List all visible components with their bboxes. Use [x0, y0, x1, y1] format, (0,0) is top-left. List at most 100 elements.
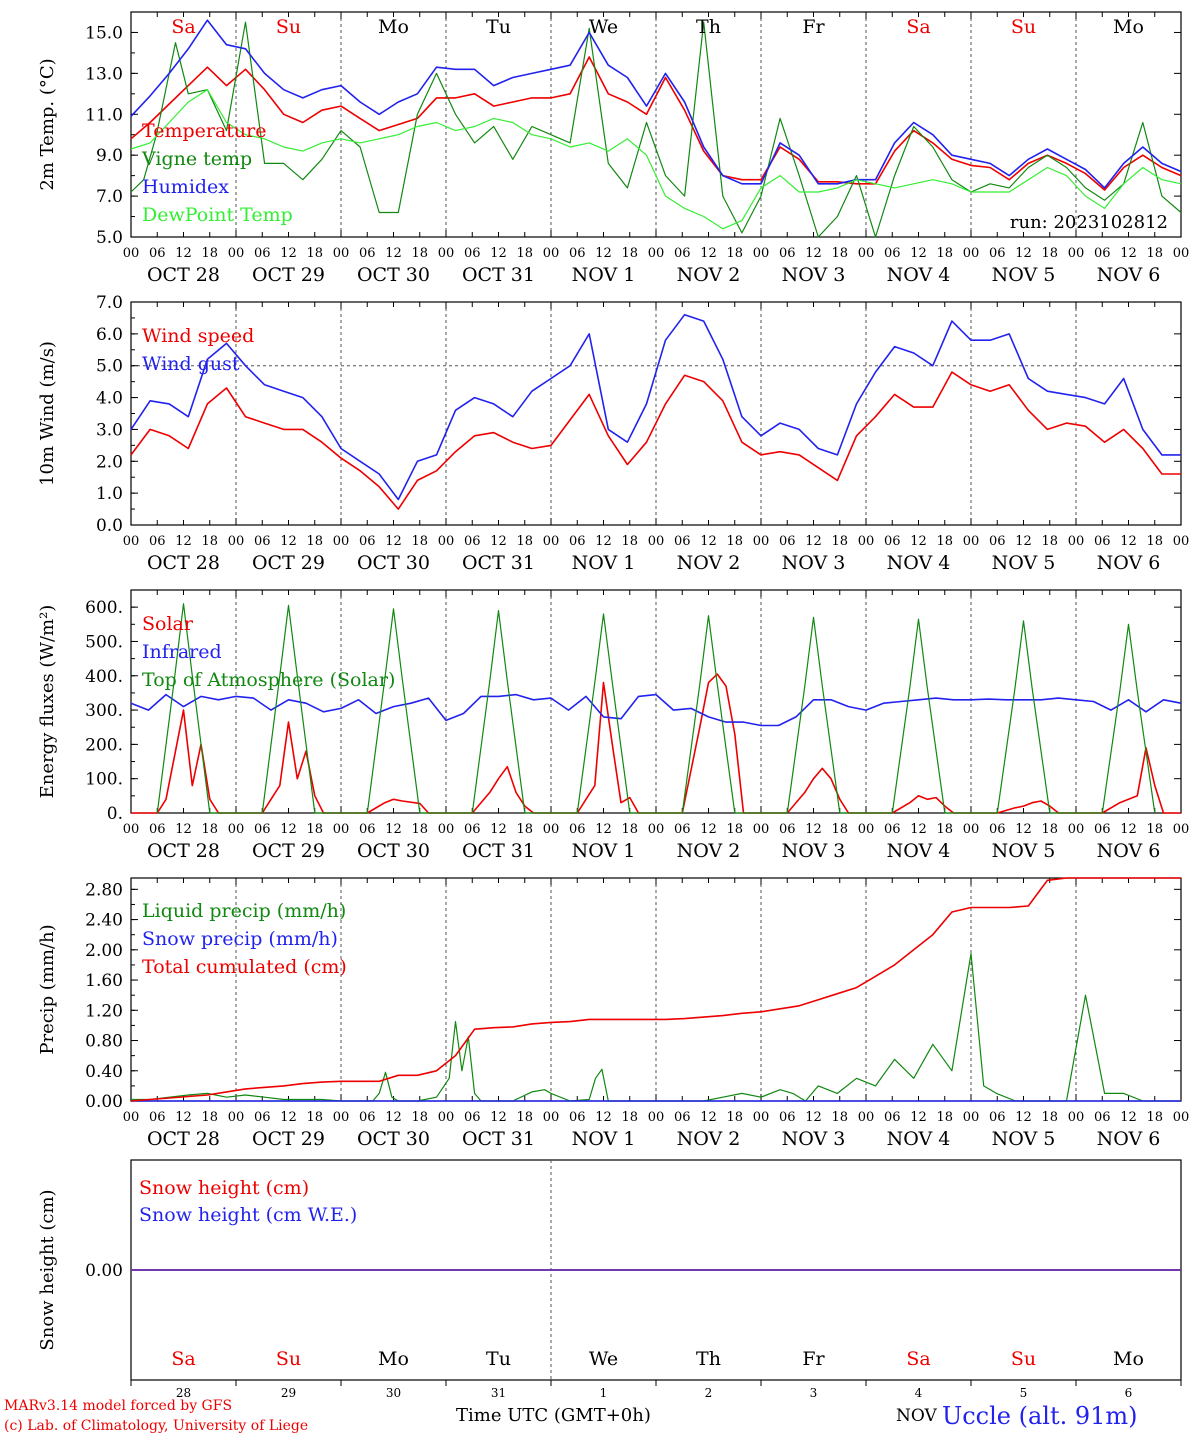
hour-tick-label: 00: [753, 534, 770, 549]
hour-tick-label: 06: [1094, 534, 1111, 549]
hour-tick-label: 18: [201, 1110, 218, 1125]
weekday-label: Su: [1011, 16, 1036, 38]
hour-tick-label: 12: [805, 534, 822, 549]
day-number-label: 29: [281, 1386, 296, 1400]
hour-tick-label: 12: [805, 246, 822, 261]
hour-tick-label: 12: [385, 534, 402, 549]
legend-entry: Top of Atmosphere (Solar): [142, 669, 395, 691]
hour-tick-label: 06: [779, 1110, 796, 1125]
hour-tick-label: 06: [989, 534, 1006, 549]
date-label: NOV 4: [887, 1128, 951, 1150]
y-tick-label: 3.0: [96, 420, 123, 440]
hour-tick-label: 06: [1094, 822, 1111, 837]
hour-tick-label: 12: [805, 822, 822, 837]
hour-tick-label: 00: [963, 246, 980, 261]
series-line-vigne-temp: [130, 21, 1182, 238]
hour-tick-label: 18: [516, 246, 533, 261]
copyright-credit: (c) Lab. of Climatology, University of L…: [4, 1418, 309, 1434]
hour-tick-label: 12: [1015, 1110, 1032, 1125]
hour-tick-label: 18: [1041, 822, 1058, 837]
hour-tick-label: 06: [359, 534, 376, 549]
hour-tick-label: 00: [648, 1110, 665, 1125]
weekday-label: Sa: [906, 16, 930, 38]
hour-tick-label: 18: [1146, 246, 1163, 261]
hour-tick-label: 06: [674, 534, 691, 549]
hour-tick-label: 18: [726, 534, 743, 549]
date-label: NOV 2: [677, 264, 741, 286]
hour-tick-label: 18: [306, 246, 323, 261]
hour-tick-label: 18: [936, 246, 953, 261]
y-tick-label: 1.60: [85, 971, 123, 991]
hour-tick-label: 12: [1015, 246, 1032, 261]
date-label: OCT 29: [252, 264, 325, 286]
date-label: OCT 29: [252, 552, 325, 574]
panel-5: 0.00 Snow height (cm) Snow height (cm) Snow…: [37, 1159, 1182, 1400]
weekday-label: We: [589, 16, 618, 38]
hour-tick-label: 12: [490, 822, 507, 837]
series-line-total-cumulated-cm-: [130, 877, 1181, 1102]
hour-tick-label: 12: [490, 534, 507, 549]
day-number-label: 5: [1020, 1386, 1028, 1400]
hour-tick-label: 12: [805, 1110, 822, 1125]
day-number-label: 30: [386, 1386, 401, 1400]
y-tick-label: 0.80: [85, 1032, 123, 1052]
hour-tick-label: 12: [175, 1110, 192, 1125]
hour-tick-label: 18: [726, 246, 743, 261]
date-label: NOV 2: [677, 552, 741, 574]
hour-tick-label: 00: [123, 822, 140, 837]
hour-tick-label: 00: [543, 822, 560, 837]
series-line-temperature: [130, 56, 1182, 191]
hour-tick-label: 06: [989, 1110, 1006, 1125]
y-axis-title: Precip (mm/h): [37, 924, 58, 1054]
hour-tick-label: 12: [595, 534, 612, 549]
hour-tick-label: 00: [1173, 822, 1190, 837]
day-number-label: 28: [176, 1386, 191, 1400]
hour-tick-label: 18: [831, 534, 848, 549]
hour-tick-label: 12: [280, 822, 297, 837]
weekday-label: Tu: [486, 16, 511, 38]
hour-tick-label: 00: [438, 246, 455, 261]
hour-tick-label: 18: [1041, 1110, 1058, 1125]
hour-tick-label: 06: [359, 246, 376, 261]
legend-entry: Liquid precip (mm/h): [142, 900, 346, 922]
run-annotation: run: 2023102812: [1010, 212, 1168, 233]
hour-tick-label: 00: [963, 1110, 980, 1125]
legend-entry: Snow precip (mm/h): [142, 928, 338, 950]
date-label: NOV 3: [782, 264, 846, 286]
hour-tick-label: 06: [149, 822, 166, 837]
hour-tick-label: 18: [201, 822, 218, 837]
hour-tick-label: 06: [674, 822, 691, 837]
y-tick-label: 400.: [85, 667, 123, 687]
y-tick-label: 2.40: [85, 911, 123, 931]
hour-tick-label: 12: [385, 822, 402, 837]
hour-tick-label: 18: [831, 246, 848, 261]
hour-tick-label: 18: [831, 1110, 848, 1125]
y-tick-label: 300.: [85, 701, 123, 721]
model-credit: MARv3.14 model forced by GFS: [4, 1398, 233, 1414]
hour-tick-label: 18: [201, 246, 218, 261]
hour-tick-label: 18: [1146, 822, 1163, 837]
legend-entry: Snow height (cm W.E.): [139, 1204, 357, 1226]
panel-3: 0. 100. 200. 300. 400. 500. 600. Energy fluxes …: [37, 589, 1190, 862]
hour-tick-label: 00: [648, 534, 665, 549]
date-label: OCT 31: [462, 264, 535, 286]
hour-tick-label: 18: [831, 822, 848, 837]
hour-tick-label: 12: [280, 1110, 297, 1125]
hour-tick-label: 00: [228, 822, 245, 837]
hour-tick-label: 12: [595, 822, 612, 837]
weekday-label: Mo: [1113, 16, 1144, 38]
hour-tick-label: 06: [254, 534, 271, 549]
date-label: NOV 5: [992, 552, 1056, 574]
y-tick-label: 0.00: [85, 1092, 123, 1112]
hour-tick-label: 00: [753, 1110, 770, 1125]
hour-tick-label: 06: [569, 246, 586, 261]
y-axis-title: 10m Wind (m/s): [37, 341, 58, 486]
hour-tick-label: 06: [884, 1110, 901, 1125]
hour-tick-label: 06: [989, 246, 1006, 261]
day-number-label: 2: [705, 1386, 713, 1400]
hour-tick-label: 06: [254, 246, 271, 261]
hour-tick-label: 06: [989, 822, 1006, 837]
hour-tick-label: 12: [175, 534, 192, 549]
y-tick-label: 0.00: [85, 1261, 123, 1281]
hour-tick-label: 18: [306, 1110, 323, 1125]
